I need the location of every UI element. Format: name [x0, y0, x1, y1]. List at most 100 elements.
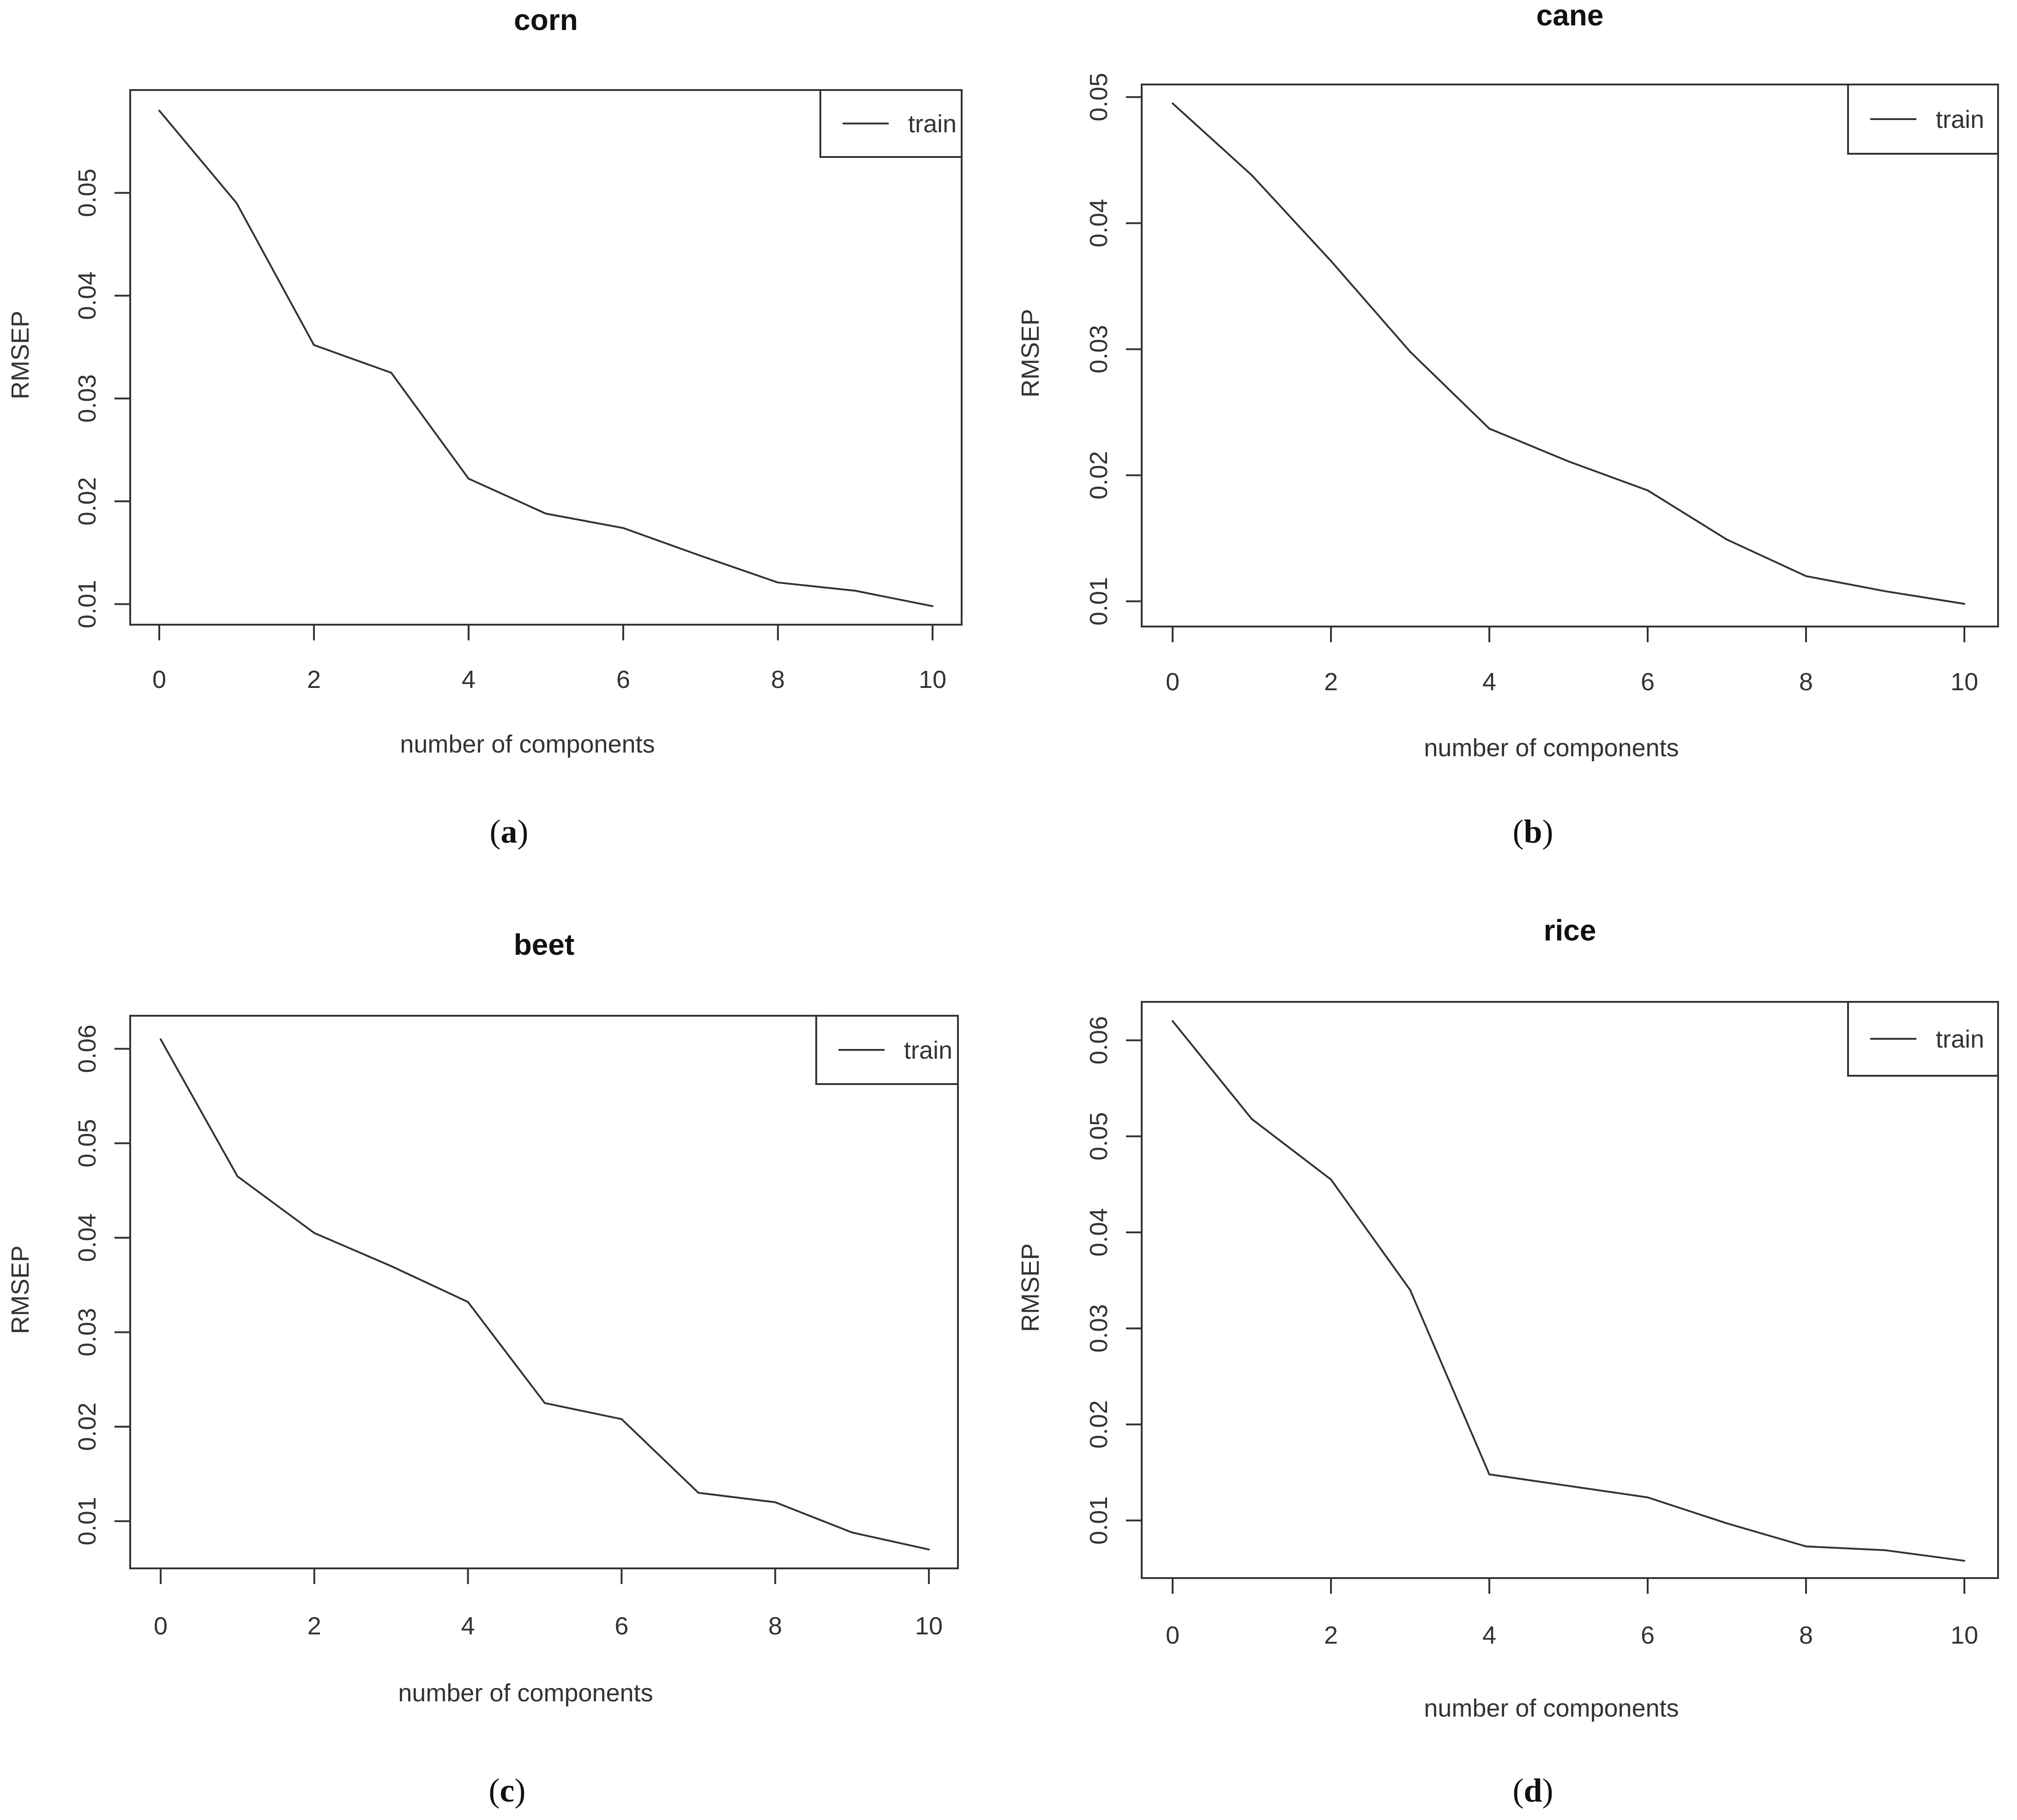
x-tick-label: 4 [462, 666, 476, 693]
chart-panel-rice: 0 2 4 6 8 10 0.01 0.02 0.03 0.04 0.05 0.06 train rice… [1017, 914, 1999, 1809]
series-line-train [158, 110, 933, 607]
chart-panel-corn: 0 2 4 6 8 10 0.01 0.02 0.03 0.04 0.05 train corn numb… [6, 3, 963, 850]
y-tick-label: 0.05 [73, 169, 101, 217]
x-tick-label: 4 [461, 1612, 475, 1640]
legend-box [1847, 84, 1999, 155]
panel-caption: (b) [1512, 813, 1553, 850]
y-tick-label: 0.05 [73, 1119, 101, 1168]
data-point [1805, 1545, 1807, 1548]
y-axis-label: RMSEP [1017, 1243, 1044, 1332]
x-tick-label: 6 [1641, 1621, 1655, 1649]
y-tick-label: 0.04 [73, 1213, 101, 1262]
data-point [1409, 1289, 1411, 1291]
legend-entry: train [1936, 106, 1984, 133]
data-point [1330, 1178, 1332, 1181]
x-axis-label: number of components [400, 730, 655, 758]
data-point [932, 605, 933, 607]
x-tick-label: 4 [1482, 1621, 1496, 1649]
data-point [1567, 1485, 1570, 1487]
x-tick-label: 10 [1951, 1621, 1978, 1649]
data-point [854, 590, 856, 592]
y-tick-label: 0.06 [73, 1025, 101, 1073]
chart-title: rice [1544, 914, 1596, 947]
panel-caption: (d) [1512, 1772, 1553, 1809]
data-point [699, 554, 702, 557]
panel-caption-letter: a [501, 813, 518, 850]
y-tick-label: 0.01 [1085, 577, 1113, 626]
data-point [1567, 460, 1570, 463]
y-tick-label: 0.02 [73, 477, 101, 525]
y-tick-label: 0.05 [1085, 73, 1113, 121]
y-tick-label: 0.04 [1085, 199, 1113, 247]
x-tick-label: 2 [307, 666, 321, 693]
x-tick-label: 10 [1951, 668, 1978, 696]
x-tick-label: 10 [919, 666, 946, 693]
x-tick-label: 0 [152, 666, 166, 693]
data-point [467, 1301, 469, 1303]
panel-caption-letter: c [500, 1772, 515, 1809]
data-point [1488, 1473, 1490, 1476]
series-line-train [160, 1039, 929, 1551]
legend-entry: train [904, 1037, 952, 1064]
y-tick-label: 0.03 [1085, 325, 1113, 374]
y-tick-label: 0.02 [73, 1403, 101, 1451]
y-tick-label: 0.04 [73, 271, 101, 320]
plot-box [1141, 84, 1999, 627]
data-point [777, 581, 779, 584]
data-point [1330, 260, 1332, 262]
series-line-train [1172, 1020, 1965, 1562]
y-tick-label: 0.02 [1085, 1400, 1113, 1449]
y-tick-label: 0.04 [1085, 1208, 1113, 1257]
data-point [1172, 1020, 1174, 1022]
y-tick-label: 0.01 [73, 1497, 101, 1545]
data-point [468, 477, 470, 480]
y-tick-label: 0.01 [1085, 1496, 1113, 1545]
data-point [1726, 538, 1728, 541]
data-point [697, 1492, 699, 1494]
data-point [390, 372, 392, 374]
chart-title: beet [514, 928, 575, 961]
data-point [544, 1402, 546, 1404]
panel-caption-letter: d [1523, 1772, 1542, 1809]
data-point [236, 1175, 239, 1177]
plot-box [129, 1015, 959, 1569]
data-point [158, 109, 160, 112]
y-axis-label: RMSEP [1017, 309, 1044, 398]
legend-entry: train [1936, 1025, 1984, 1053]
data-point [1805, 575, 1807, 577]
y-tick-label: 0.01 [73, 580, 101, 628]
x-tick-label: 2 [307, 1612, 321, 1640]
data-point [1647, 1496, 1649, 1499]
panel-caption-letter: b [1523, 813, 1542, 850]
x-tick-label: 10 [915, 1612, 943, 1640]
x-tick-label: 6 [614, 1612, 628, 1640]
x-tick-label: 6 [616, 666, 630, 693]
x-tick-label: 6 [1641, 668, 1655, 696]
y-tick-label: 0.06 [1085, 1016, 1113, 1065]
data-point [313, 1232, 315, 1234]
data-point [851, 1531, 853, 1534]
data-point [1726, 1522, 1728, 1525]
data-point [235, 202, 238, 204]
x-tick-label: 0 [1166, 668, 1180, 696]
x-tick-label: 0 [1166, 1621, 1180, 1649]
x-tick-label: 2 [1324, 668, 1338, 696]
y-axis-label: RMSEP [6, 1245, 34, 1334]
x-axis-label: number of components [398, 1679, 653, 1707]
x-tick-label: 8 [768, 1612, 782, 1640]
data-point [1647, 489, 1649, 492]
chart-panel-beet: 0 2 4 6 8 10 0.01 0.02 0.03 0.04 0.05 0.06 train beet… [6, 928, 959, 1809]
x-tick-label: 8 [1799, 668, 1813, 696]
y-tick-label: 0.03 [73, 1308, 101, 1356]
chart-panel-cane: 0 2 4 6 8 10 0.01 0.02 0.03 0.04 0.05 train cane numb… [1017, 0, 1999, 850]
y-tick-label: 0.05 [1085, 1112, 1113, 1161]
plot-box [129, 89, 963, 626]
panel-caption: (a) [490, 813, 529, 850]
x-axis-label: number of components [1424, 1694, 1679, 1722]
chart-title: corn [514, 3, 578, 36]
legend-entry: train [908, 110, 957, 138]
y-tick-label: 0.03 [73, 374, 101, 423]
data-point [1251, 174, 1253, 176]
data-point [1963, 603, 1965, 605]
chart-title: cane [1536, 0, 1604, 32]
